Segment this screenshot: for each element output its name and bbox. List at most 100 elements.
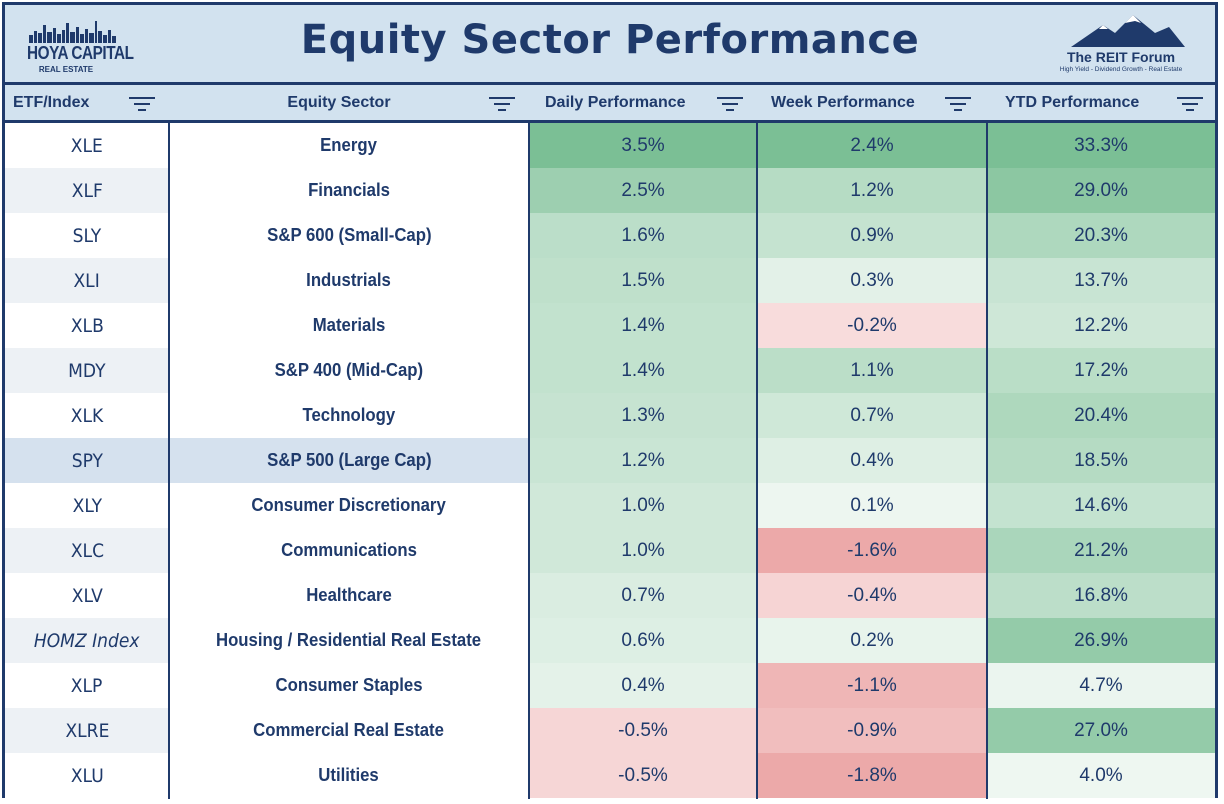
cell-value-daily: 1.0%: [621, 539, 665, 561]
cell-value-daily: 0.6%: [621, 629, 665, 651]
table-cell-week: -0.4%: [757, 573, 987, 618]
table-cell-week: -1.8%: [757, 753, 987, 798]
cell-value-ytd: 17.2%: [1074, 359, 1128, 381]
col-header-etf[interactable]: ETF/Index: [5, 85, 169, 123]
table-cell-week: 0.4%: [757, 438, 987, 483]
filter-icon[interactable]: [127, 95, 157, 113]
cell-value-week: -0.2%: [847, 314, 897, 336]
table-cell-week: -0.2%: [757, 303, 987, 348]
filter-icon[interactable]: [487, 95, 517, 113]
col-header-daily[interactable]: Daily Performance: [529, 85, 757, 123]
table-cell-etf: SLY: [5, 213, 169, 258]
reit-forum-tagline: High Yield - Dividend Growth - Real Esta…: [1059, 66, 1183, 73]
cell-value-sector: S&P 500 (Large Cap): [266, 450, 432, 470]
cell-value-daily: 1.4%: [621, 314, 665, 336]
cell-value-daily: 1.2%: [621, 449, 665, 471]
cell-value-etf: XLF: [71, 179, 103, 202]
col-header-sector[interactable]: Equity Sector: [169, 85, 529, 123]
table-cell-week: 0.3%: [757, 258, 987, 303]
cell-value-daily: 1.5%: [621, 269, 665, 291]
col-header-ytd-label: YTD Performance: [1005, 93, 1140, 111]
table-cell-etf: XLP: [5, 663, 169, 708]
table-cell-etf: XLK: [5, 393, 169, 438]
cell-value-etf: XLB: [70, 314, 104, 337]
filter-icon[interactable]: [943, 95, 973, 113]
table-cell-daily: 1.4%: [529, 348, 757, 393]
table-cell-daily: -0.5%: [529, 753, 757, 798]
col-header-ytd[interactable]: YTD Performance: [987, 85, 1215, 123]
cell-value-sector: Consumer Discretionary: [251, 495, 447, 515]
table-cell-sector: Utilities: [169, 753, 529, 798]
table-cell-etf: XLV: [5, 573, 169, 618]
cell-value-week: 0.3%: [850, 269, 894, 291]
table-cell-sector: Communications: [169, 528, 529, 573]
table-cell-ytd: 14.6%: [987, 483, 1215, 528]
table-cell-ytd: 20.4%: [987, 393, 1215, 438]
filter-icon[interactable]: [715, 95, 745, 113]
cell-value-week: -1.1%: [847, 674, 897, 696]
table-cell-etf: XLI: [5, 258, 169, 303]
table-cell-daily: 1.3%: [529, 393, 757, 438]
table-cell-ytd: 33.3%: [987, 123, 1215, 168]
cell-value-etf: XLK: [70, 404, 104, 427]
table-cell-sector: Consumer Staples: [169, 663, 529, 708]
cell-value-sector: Materials: [312, 315, 386, 335]
cell-value-daily: 0.7%: [621, 584, 665, 606]
cell-value-ytd: 4.7%: [1079, 674, 1123, 696]
cell-value-etf: SLY: [72, 224, 102, 247]
cell-value-ytd: 20.3%: [1074, 224, 1128, 246]
table-cell-ytd: 16.8%: [987, 573, 1215, 618]
cell-value-sector: Healthcare: [306, 585, 392, 605]
table-cell-sector: Materials: [169, 303, 529, 348]
table-cell-week: -1.6%: [757, 528, 987, 573]
cell-value-sector: Utilities: [318, 765, 380, 785]
cell-value-sector: Commercial Real Estate: [253, 720, 445, 740]
filter-icon[interactable]: [1175, 95, 1205, 113]
table-cell-ytd: 27.0%: [987, 708, 1215, 753]
table-cell-week: -0.9%: [757, 708, 987, 753]
table-cell-ytd: 21.2%: [987, 528, 1215, 573]
reit-forum-logo: The REIT Forum High Yield - Dividend Gro…: [1051, 13, 1191, 77]
cell-value-week: -0.4%: [847, 584, 897, 606]
skyline-icon: [29, 21, 116, 43]
cell-value-sector: Technology: [302, 405, 396, 425]
table-cell-sector: Technology: [169, 393, 529, 438]
table-cell-daily: 0.7%: [529, 573, 757, 618]
table-cell-week: -1.1%: [757, 663, 987, 708]
column-divider: [986, 123, 988, 799]
table-cell-daily: 1.6%: [529, 213, 757, 258]
cell-value-daily: 2.5%: [621, 179, 665, 201]
table-cell-etf: XLE: [5, 123, 169, 168]
table-cell-week: 1.1%: [757, 348, 987, 393]
cell-value-week: -0.9%: [847, 719, 897, 741]
table-cell-ytd: 26.9%: [987, 618, 1215, 663]
table-cell-week: 0.1%: [757, 483, 987, 528]
col-header-etf-label: ETF/Index: [13, 93, 90, 111]
cell-value-ytd: 13.7%: [1074, 269, 1128, 291]
table-cell-ytd: 20.3%: [987, 213, 1215, 258]
table-cell-etf: HOMZ Index: [5, 618, 169, 663]
cell-value-ytd: 16.8%: [1074, 584, 1128, 606]
table-cell-etf: XLF: [5, 168, 169, 213]
table-cell-week: 0.7%: [757, 393, 987, 438]
cell-value-daily: 0.4%: [621, 674, 665, 696]
table-cell-etf: XLC: [5, 528, 169, 573]
cell-value-ytd: 20.4%: [1074, 404, 1128, 426]
cell-value-etf: XLC: [70, 539, 104, 562]
table-cell-daily: 1.4%: [529, 303, 757, 348]
cell-value-week: 2.4%: [850, 134, 894, 156]
hoya-capital-logo: HOYA CAPITAL REAL ESTATE: [27, 19, 134, 77]
cell-value-sector: Consumer Staples: [275, 675, 423, 695]
cell-value-daily: 1.0%: [621, 494, 665, 516]
col-header-daily-label: Daily Performance: [545, 93, 686, 111]
cell-value-etf: XLRE: [65, 719, 109, 742]
cell-value-etf: SPY: [71, 449, 103, 472]
table-cell-etf: XLB: [5, 303, 169, 348]
table-cell-sector: Consumer Discretionary: [169, 483, 529, 528]
hoya-sub-text: REAL ESTATE: [38, 65, 94, 74]
cell-value-etf: XLP: [71, 674, 103, 697]
col-header-week[interactable]: Week Performance: [757, 85, 987, 123]
cell-value-ytd: 27.0%: [1074, 719, 1128, 741]
cell-value-ytd: 18.5%: [1074, 449, 1128, 471]
